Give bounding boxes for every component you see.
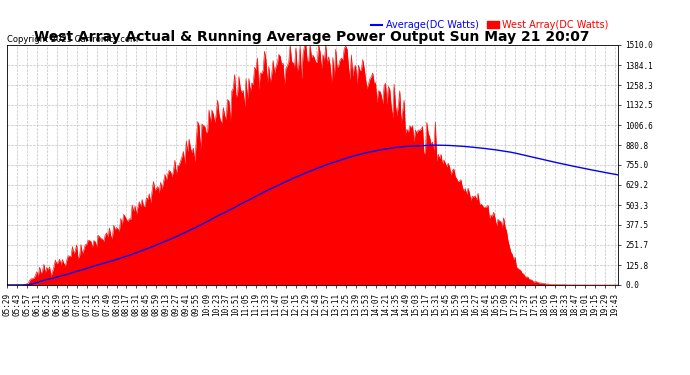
- Text: Copyright 2023 Cartronics.com: Copyright 2023 Cartronics.com: [7, 35, 138, 44]
- Title: West Array Actual & Running Average Power Output Sun May 21 20:07: West Array Actual & Running Average Powe…: [34, 30, 590, 44]
- Legend: Average(DC Watts), West Array(DC Watts): Average(DC Watts), West Array(DC Watts): [367, 16, 613, 34]
